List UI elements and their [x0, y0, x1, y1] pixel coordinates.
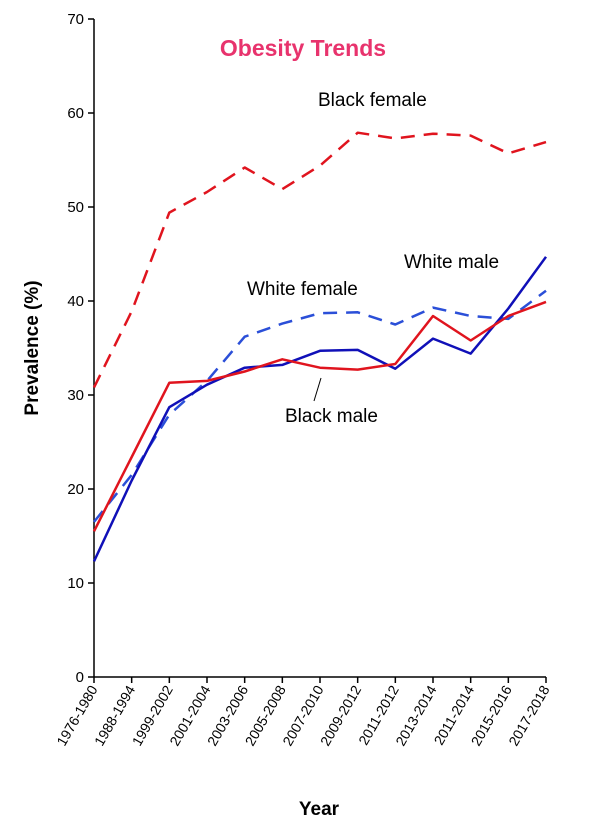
series-label-white-female: White female [247, 279, 358, 300]
y-ticks: 0 10 20 30 40 50 60 70 [67, 11, 94, 686]
series-label-black-male: Black male [285, 406, 378, 427]
series-label-black-female: Black female [318, 90, 427, 111]
y-tick-label: 0 [76, 669, 84, 686]
y-tick-label: 60 [67, 105, 84, 122]
y-tick-label: 50 [67, 199, 84, 216]
y-tick-label: 70 [67, 11, 84, 28]
y-tick-label: 30 [67, 387, 84, 404]
y-tick-label: 20 [67, 481, 84, 498]
y-axis-title: Prevalence (%) [22, 280, 43, 415]
y-tick-label: 10 [67, 575, 84, 592]
series-line-black-male [92, 300, 547, 532]
axes [93, 19, 546, 678]
chart-title: Obesity Trends [220, 35, 386, 61]
series-lines [92, 131, 548, 562]
y-tick-label: 40 [67, 293, 84, 310]
x-axis-title: Year [299, 799, 340, 820]
series-labels: Black female White female White male Bla… [247, 90, 499, 427]
black-male-pointer-line [313, 377, 322, 402]
series-line-black-female [92, 131, 547, 389]
x-ticks: 1976-19801988-19941999-20022001-20042003… [53, 677, 553, 748]
series-label-white-male: White male [404, 252, 499, 273]
series-line-white-male [92, 256, 548, 562]
